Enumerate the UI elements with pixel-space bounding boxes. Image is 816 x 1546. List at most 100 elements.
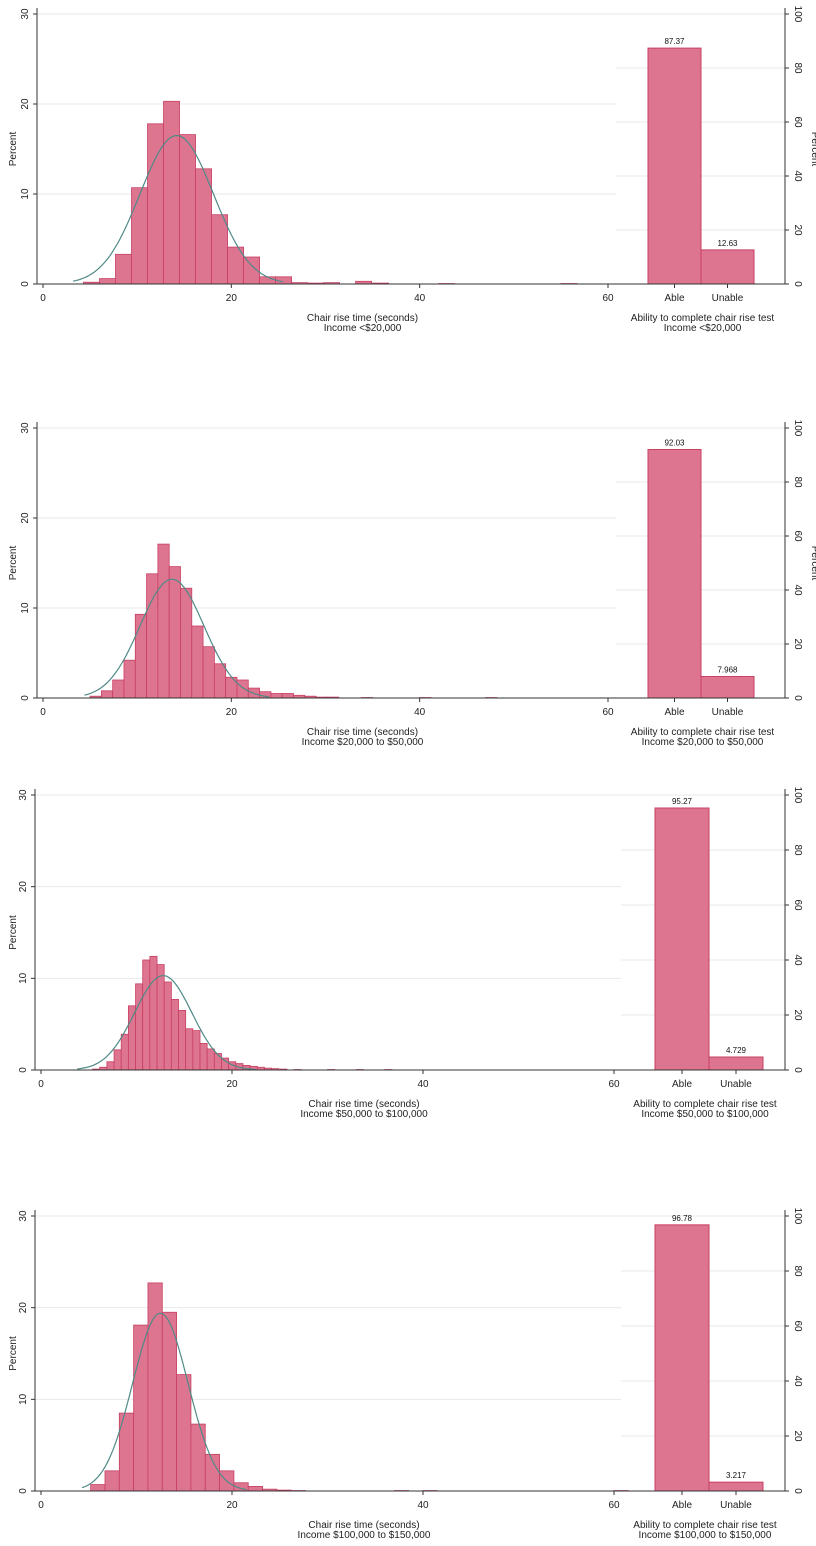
histogram-bar (259, 691, 272, 699)
y-tick-label: 30 (20, 422, 31, 434)
histogram-bar (191, 625, 204, 699)
x2-axis-title: Ability to complete chair rise test (631, 727, 775, 738)
histogram-bar (236, 679, 249, 699)
x2-axis-subtitle: Income <$20,000 (664, 323, 742, 334)
y2-tick-label: 80 (792, 476, 803, 488)
histogram-bar (170, 999, 179, 1071)
y2-tick-label: 0 (792, 695, 803, 701)
histogram-bar (161, 1311, 178, 1492)
x-axis-subtitle: Income $100,000 to $150,000 (298, 1530, 431, 1541)
y2-tick-label: 20 (792, 638, 803, 650)
x-tick-label: 20 (226, 1079, 238, 1090)
histogram-bar (127, 1005, 136, 1071)
y-tick-label: 20 (20, 98, 31, 110)
histogram-bar (163, 100, 180, 285)
category-bar (708, 1481, 764, 1492)
histogram-bar (156, 964, 165, 1071)
bar-value-label: 96.78 (672, 1214, 693, 1223)
y2-tick-label: 80 (792, 844, 803, 856)
category-tick-label: Unable (720, 1500, 752, 1511)
histogram-bar (206, 1048, 215, 1071)
category-bar (700, 249, 755, 285)
x-tick-label: 20 (226, 707, 238, 718)
y2-tick-label: 20 (792, 1009, 803, 1021)
y2-tick-label: 100 (792, 6, 803, 23)
x-tick-label: 60 (608, 1079, 620, 1090)
histogram-bar (179, 134, 196, 285)
normal-density-curve (72, 135, 284, 283)
x-tick-label: 40 (414, 293, 426, 304)
category-bar (700, 675, 755, 699)
histogram-bar (113, 1049, 122, 1071)
category-tick-label: Able (672, 1500, 692, 1511)
bar-value-label: 87.37 (664, 37, 685, 46)
y2-tick-label: 60 (792, 116, 803, 128)
x-tick-label: 40 (417, 1500, 429, 1511)
x-tick-label: 40 (414, 707, 426, 718)
y-axis-title: Percent (8, 132, 19, 167)
y-tick-label: 0 (20, 695, 31, 701)
histogram-bar (134, 613, 147, 699)
y-tick-label: 20 (18, 881, 29, 893)
x-axis-title: Chair rise time (seconds) (308, 1520, 419, 1531)
y-tick-label: 30 (20, 8, 31, 20)
y2-tick-label: 40 (792, 1375, 803, 1387)
histogram-bar (270, 693, 283, 699)
y2-tick-label: 0 (792, 281, 803, 287)
bar-value-label: 4.729 (726, 1046, 747, 1055)
y-tick-label: 0 (18, 1067, 29, 1073)
normal-density-curve (81, 1312, 247, 1491)
normal-density-curve (84, 578, 270, 698)
x2-axis-title: Ability to complete chair rise test (633, 1520, 777, 1531)
bar-value-label: 12.63 (717, 239, 738, 248)
y2-axis-title: Percent (809, 132, 816, 167)
histogram-bar (195, 168, 212, 285)
histogram-bar (211, 214, 228, 285)
histogram-bar (123, 659, 136, 699)
normal-density-curve (77, 975, 256, 1071)
x-axis-subtitle: Income $20,000 to $50,000 (302, 737, 424, 748)
bar-value-label: 3.217 (726, 1471, 747, 1480)
y2-tick-label: 100 (792, 1208, 803, 1225)
x2-axis-title: Ability to complete chair rise test (631, 313, 775, 324)
y2-tick-label: 20 (792, 224, 803, 236)
x-tick-label: 0 (40, 293, 46, 304)
y2-tick-label: 80 (792, 1265, 803, 1277)
histogram-bar (149, 955, 158, 1071)
chart-panel: 95.27 Able 4.729 Unable 0 10 20 30 0 20 40 60 80 100 0… (8, 787, 803, 1120)
category-bar (647, 449, 702, 699)
x-tick-label: 60 (602, 707, 614, 718)
category-tick-label: Able (664, 293, 684, 304)
histogram-bar (133, 1324, 149, 1492)
histogram-bar (178, 1010, 187, 1071)
x-tick-label: 60 (602, 293, 614, 304)
histogram-bar (104, 1470, 120, 1492)
chart-panel: 87.37 Able 12.63 Unable 0 10 20 30 0 20 40 60 80 100 0… (8, 6, 816, 334)
category-tick-label: Able (672, 1079, 692, 1090)
histogram-bar (176, 1374, 192, 1492)
category-bar (708, 1056, 764, 1071)
chart-panel: 96.78 Able 3.217 Unable 0 10 20 30 0 20 40 60 80 100 0… (8, 1208, 803, 1541)
y-axis-title: Percent (8, 915, 19, 950)
y-tick-label: 10 (20, 188, 31, 200)
x2-axis-subtitle: Income $50,000 to $100,000 (641, 1109, 769, 1120)
histogram-bar (99, 278, 116, 285)
y2-tick-label: 0 (792, 1488, 803, 1494)
histogram-bar (135, 983, 144, 1071)
y2-axis-title: Percent (809, 546, 816, 581)
histogram-bar (168, 566, 181, 699)
bar-value-label: 7.968 (717, 665, 738, 674)
histogram-bar (281, 693, 294, 699)
histogram-bar (199, 1043, 208, 1071)
histogram-bar (185, 1028, 194, 1071)
histogram-bar (213, 1053, 222, 1071)
chart-panel: 92.03 Able 7.968 Unable 0 10 20 30 0 20 40 60 80 100 0… (8, 420, 816, 748)
histogram-bar (131, 187, 148, 285)
y-tick-label: 0 (20, 281, 31, 287)
histogram-bar (247, 1486, 263, 1492)
histogram-bar (90, 1484, 106, 1492)
histogram-bar (100, 690, 114, 699)
y2-tick-label: 60 (792, 1320, 803, 1332)
y2-tick-label: 60 (792, 899, 803, 911)
